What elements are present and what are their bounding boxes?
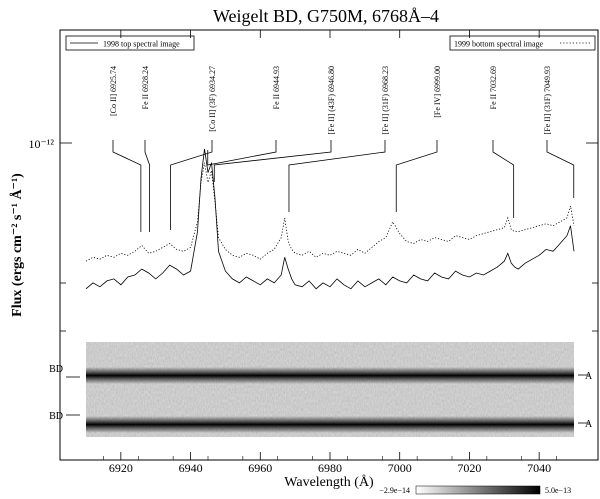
chart-title: Weigelt BD, G750M, 6768Å–4 — [213, 6, 439, 26]
colorbar-gradient — [415, 485, 541, 495]
x-axis-ticks: 6920 6940 6960 6980 7000 7020 7040 — [103, 30, 557, 475]
line-id-leader — [546, 140, 575, 198]
colorbar-min-label: −2.9e−14 — [379, 486, 410, 495]
line-id-label: [Fe II] (31F) 6968.23 — [381, 66, 390, 134]
x-tick-label: 6980 — [318, 461, 342, 475]
line-id-label: Fe II 6944.93 — [272, 66, 281, 109]
row-label-a-bottom: A — [585, 419, 593, 430]
x-axis-label: Wavelength (Å) — [284, 474, 374, 490]
series-line-solid — [85, 148, 575, 290]
x-tick-label: 7040 — [527, 461, 551, 475]
image-trace-top — [86, 367, 574, 384]
line-id-label: Fe II 6928.24 — [141, 66, 150, 109]
line-id-leader — [170, 140, 213, 230]
legend-label-left: 1998 top spectral image — [103, 40, 180, 49]
x-tick-label: 6940 — [179, 461, 203, 475]
spectral-image-panel: BD BD A A — [49, 342, 593, 437]
line-id-leader — [112, 140, 142, 232]
row-label-bd-top: BD — [49, 364, 63, 375]
spectra-series — [85, 148, 575, 290]
line-id-leader — [492, 140, 515, 218]
series-line-dotted — [85, 162, 575, 262]
y-axis-label: Flux (ergs cm⁻² s⁻¹ Å⁻¹) — [9, 173, 25, 317]
colorbar-max-label: 5.0e−13 — [545, 486, 571, 495]
legend-box-right — [449, 35, 596, 51]
line-identifications: [Co II] 6925.74 Fe II 6928.24 [Co II] (3F)… — [109, 66, 575, 232]
row-label-bd-bottom: BD — [49, 411, 63, 422]
x-tick-label: 7000 — [388, 461, 412, 475]
line-id-label: [Fe II] (43F) 6946.80 — [327, 66, 336, 134]
legend: 1998 top spectral image 1999 bottom spec… — [65, 35, 596, 51]
line-id-label: Fe II 7032.69 — [489, 66, 498, 109]
colorbar: −2.9e−14 5.0e−13 — [379, 485, 571, 495]
plot-frame — [59, 29, 599, 461]
line-id-leader — [144, 140, 150, 232]
line-id-leader — [395, 140, 438, 212]
x-tick-label: 6920 — [109, 461, 133, 475]
legend-box-left — [65, 35, 195, 51]
line-id-label: [Co II] (3F) 6934.27 — [208, 66, 217, 132]
line-id-leader — [288, 140, 386, 212]
line-id-leader — [207, 140, 277, 166]
line-id-label: [Fe II] (31F) 7049.93 — [543, 66, 552, 134]
x-tick-label: 6960 — [248, 461, 272, 475]
y-tick-label: 10⁻¹² — [28, 137, 54, 151]
legend-label-right: 1999 bottom spectral image — [454, 40, 544, 49]
image-trace-bottom — [86, 416, 574, 433]
x-tick-label: 7020 — [457, 461, 481, 475]
row-label-a-top: A — [585, 371, 593, 382]
line-id-label: [Co II] 6925.74 — [109, 66, 118, 116]
line-id-leader — [213, 140, 332, 182]
line-id-label: [Fe IV] 6999.00 — [433, 66, 442, 118]
